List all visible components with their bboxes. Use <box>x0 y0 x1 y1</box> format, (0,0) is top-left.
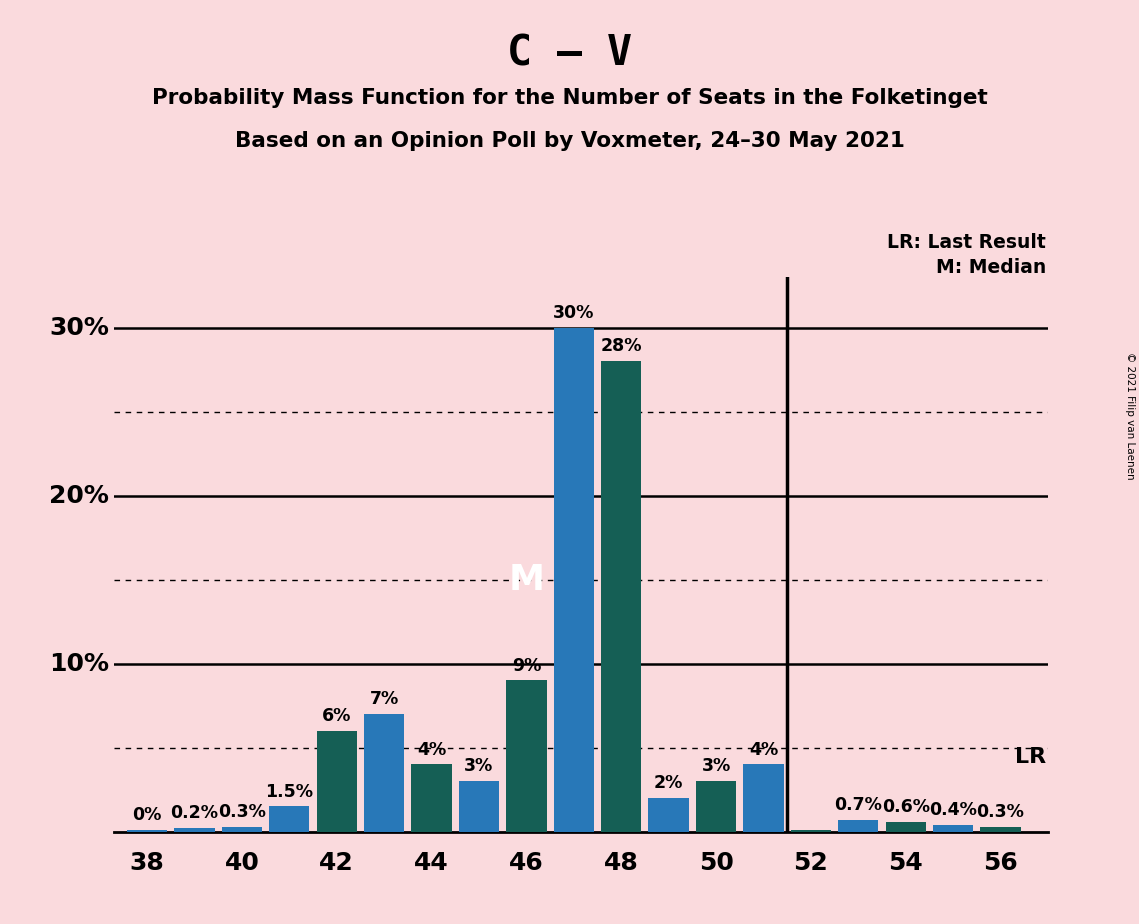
Text: 6%: 6% <box>322 707 352 725</box>
Text: M: Median: M: Median <box>936 258 1046 277</box>
Bar <box>222 827 262 832</box>
Bar <box>648 798 689 832</box>
Bar <box>696 781 736 832</box>
Bar <box>933 825 973 832</box>
Text: 0.7%: 0.7% <box>834 796 883 814</box>
Bar <box>269 807 310 832</box>
Text: 2%: 2% <box>654 774 683 792</box>
Bar <box>317 731 357 832</box>
Bar <box>459 781 499 832</box>
Text: 0.3%: 0.3% <box>218 803 265 821</box>
Text: 0%: 0% <box>132 806 162 823</box>
Text: 0.6%: 0.6% <box>882 797 929 816</box>
Bar <box>126 830 167 832</box>
Text: 20%: 20% <box>49 483 109 507</box>
Text: 0.3%: 0.3% <box>976 803 1024 821</box>
Text: M: M <box>508 563 544 597</box>
Bar <box>411 764 452 832</box>
Text: 7%: 7% <box>369 690 399 708</box>
Text: 3%: 3% <box>465 758 493 775</box>
Text: Probability Mass Function for the Number of Seats in the Folketinget: Probability Mass Function for the Number… <box>151 88 988 108</box>
Bar <box>554 328 593 832</box>
Bar <box>790 830 831 832</box>
Text: 9%: 9% <box>511 657 541 675</box>
Bar <box>885 821 926 832</box>
Text: 1.5%: 1.5% <box>265 783 313 800</box>
Text: 4%: 4% <box>748 740 778 759</box>
Bar <box>981 827 1021 832</box>
Bar <box>601 361 641 832</box>
Text: 28%: 28% <box>600 337 642 356</box>
Text: © 2021 Filip van Laenen: © 2021 Filip van Laenen <box>1125 352 1134 480</box>
Text: LR: LR <box>1015 747 1046 767</box>
Text: C – V: C – V <box>507 32 632 74</box>
Text: 30%: 30% <box>554 304 595 322</box>
Text: 0.2%: 0.2% <box>171 805 219 822</box>
Bar <box>174 828 214 832</box>
Text: Based on an Opinion Poll by Voxmeter, 24–30 May 2021: Based on an Opinion Poll by Voxmeter, 24… <box>235 131 904 152</box>
Bar <box>364 714 404 832</box>
Text: 10%: 10% <box>49 651 109 675</box>
Text: 0.4%: 0.4% <box>929 801 977 819</box>
Text: 4%: 4% <box>417 740 446 759</box>
Text: 30%: 30% <box>49 316 109 340</box>
Text: LR: Last Result: LR: Last Result <box>887 233 1046 252</box>
Bar <box>744 764 784 832</box>
Bar <box>506 680 547 832</box>
Text: 3%: 3% <box>702 758 730 775</box>
Bar <box>838 820 878 832</box>
